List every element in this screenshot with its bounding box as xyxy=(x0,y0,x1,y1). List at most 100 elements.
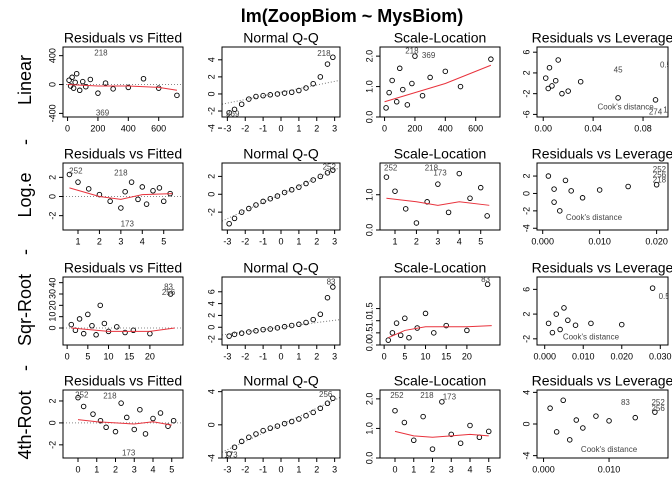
point xyxy=(420,413,426,420)
point-label: 218 xyxy=(405,47,419,56)
panel-title: Residuals vs Fitted xyxy=(64,373,182,389)
point xyxy=(551,199,557,205)
point xyxy=(386,89,392,96)
x-tick-label: 0.020 xyxy=(610,351,633,361)
x-tick-label: 4 xyxy=(140,236,145,246)
point-label: 83 xyxy=(621,398,630,407)
point xyxy=(128,179,135,185)
point xyxy=(122,329,128,336)
point xyxy=(486,428,492,435)
point xyxy=(231,331,238,338)
point xyxy=(456,170,463,177)
point-label: 218 xyxy=(425,163,439,172)
x-tick-label: 1 xyxy=(296,236,301,246)
y-tick-label: -4 xyxy=(521,452,531,460)
point-label: 218 xyxy=(420,391,434,400)
plot-area: 218 369 xyxy=(63,49,183,117)
y-tick-label: -2 xyxy=(47,441,57,449)
point xyxy=(565,88,571,94)
point xyxy=(125,84,132,91)
point xyxy=(226,451,232,457)
point xyxy=(114,324,120,330)
point xyxy=(552,77,559,84)
x-tick-label: 3 xyxy=(332,464,337,474)
point-label: 83 xyxy=(164,282,173,291)
y-tick-label: 1.0 xyxy=(364,422,374,435)
x-tick-label: 0 xyxy=(278,236,283,246)
point xyxy=(467,422,473,429)
x-tick-label: 1 xyxy=(94,464,99,474)
point xyxy=(72,79,78,86)
point xyxy=(288,89,295,95)
point xyxy=(445,209,452,216)
point xyxy=(135,196,141,203)
point xyxy=(238,101,245,107)
smooth-line xyxy=(384,64,492,103)
panel-title: Residuals vs Fitted xyxy=(64,260,182,276)
point-label: 218 xyxy=(653,176,667,185)
x-tick-label: 0 xyxy=(278,351,283,361)
row-label: 4th-Root xyxy=(15,390,35,459)
x-tick-label: 0.000 xyxy=(531,236,554,246)
panel-title: Residuals vs Fitted xyxy=(64,146,182,162)
point xyxy=(274,193,281,199)
point xyxy=(389,330,396,336)
x-tick-label: 10 xyxy=(104,351,114,361)
point xyxy=(267,326,274,332)
y-tick-label: 2 xyxy=(521,70,531,75)
point xyxy=(137,406,143,413)
point xyxy=(553,311,560,317)
point xyxy=(330,167,336,173)
y-tick-label: 1.0 xyxy=(364,188,374,201)
point xyxy=(427,74,433,81)
point xyxy=(464,327,470,334)
point-label: 1 xyxy=(663,105,668,114)
x-tick-label: 0 xyxy=(65,123,70,133)
x-tick-label: 3 xyxy=(332,123,337,133)
x-tick-label: 0 xyxy=(382,351,387,361)
point xyxy=(409,80,415,87)
point xyxy=(76,316,83,322)
point xyxy=(296,416,302,422)
point xyxy=(246,434,252,441)
point xyxy=(123,414,130,421)
point xyxy=(102,80,109,86)
x-tick-label: 5 xyxy=(478,236,483,246)
plot-area: 252 218 173 xyxy=(63,167,183,228)
x-tick-label: 5 xyxy=(161,236,166,246)
point xyxy=(568,188,574,194)
y-tick-label: 1.5 xyxy=(364,302,374,315)
point xyxy=(246,205,252,212)
x-tick-label: -3 xyxy=(223,123,231,133)
point xyxy=(457,440,464,446)
y-tick-label: 0 xyxy=(521,421,531,426)
point xyxy=(317,405,324,411)
y-tick-label: 0 xyxy=(206,422,216,427)
y-tick-label: 2 xyxy=(206,74,216,79)
point xyxy=(150,188,156,194)
point-label: 252 xyxy=(651,398,665,407)
point xyxy=(619,321,625,328)
point xyxy=(330,54,336,60)
point xyxy=(477,184,484,191)
y-tick-label: 0.0 xyxy=(364,452,374,465)
x-tick-label: 0 xyxy=(65,351,70,361)
point-label: 0.5 xyxy=(660,60,672,69)
point xyxy=(231,106,238,113)
row-label: Sqr-Root xyxy=(15,274,35,346)
point xyxy=(75,179,81,185)
panel-frame xyxy=(62,46,184,118)
point-label: 369 xyxy=(422,51,436,60)
point xyxy=(226,333,232,339)
point xyxy=(542,75,549,81)
point xyxy=(559,90,565,97)
y-tick-label: 0 xyxy=(47,420,57,425)
point xyxy=(253,202,259,208)
x-tick-label: 1 xyxy=(296,123,301,133)
x-tick-label: 5 xyxy=(85,351,90,361)
y-tick-label: 6 xyxy=(521,50,531,55)
